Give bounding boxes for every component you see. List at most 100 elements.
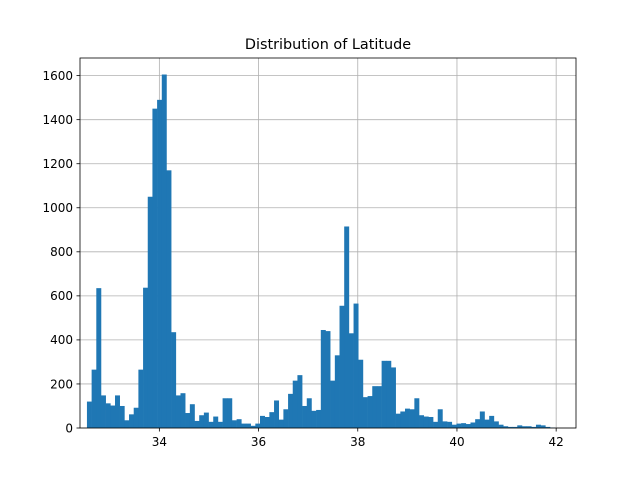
histogram-bar (456, 423, 462, 428)
chart-title: Distribution of Latitude (245, 37, 411, 53)
histogram-bar (311, 410, 317, 428)
histogram-bar (236, 419, 242, 428)
histogram-bar (409, 409, 415, 428)
y-tick-label: 200 (50, 377, 73, 391)
histogram-bar (428, 416, 434, 428)
histogram-bar (110, 405, 116, 428)
histogram-bar (288, 393, 294, 428)
axis-ticks: 34 36 38 40 42 0 200 400 600 800 1000 1200 1400 1600 (42, 69, 563, 449)
histogram-bar (124, 420, 130, 428)
y-tick-label: 400 (50, 333, 73, 347)
x-tick-label: 34 (152, 435, 167, 449)
histogram-bar (255, 423, 261, 428)
histogram-bar (451, 424, 457, 428)
y-tick-label: 0 (65, 421, 73, 435)
histogram-bar (437, 409, 443, 428)
histogram-bar (507, 426, 513, 428)
histogram-bar (531, 426, 537, 428)
histogram-bar (479, 411, 485, 428)
histogram-bar (390, 367, 396, 428)
histogram-bar (129, 414, 135, 428)
histogram-bar (213, 416, 219, 428)
histogram-bar (540, 425, 546, 428)
histogram-bar (372, 386, 378, 428)
y-tick-label: 1400 (42, 113, 73, 127)
histogram-bar (461, 423, 467, 428)
histogram-bar (517, 425, 523, 428)
histogram-bar (241, 423, 247, 428)
histogram-bar (199, 415, 205, 428)
histogram-bar (264, 416, 270, 428)
histogram-bar (292, 380, 298, 428)
x-tick-label: 42 (549, 435, 564, 449)
histogram-bar (381, 360, 387, 428)
histogram-bar (414, 398, 420, 428)
histogram-bar (222, 398, 228, 428)
y-tick-label: 1600 (42, 69, 73, 83)
histogram-bar (325, 331, 331, 428)
histogram-bar (105, 403, 111, 428)
histogram-bar (217, 421, 223, 428)
axes-frame (79, 57, 577, 429)
histogram-bar (231, 420, 237, 428)
histogram-bar (278, 419, 284, 428)
histogram-bar (489, 415, 495, 428)
histogram-bar (180, 393, 186, 428)
histogram-bar (203, 412, 209, 428)
histogram-bar (395, 413, 401, 428)
histogram-bar (208, 421, 214, 428)
histogram-bar (250, 425, 256, 428)
histogram-bar (119, 405, 125, 428)
histogram-bar (260, 415, 265, 428)
histogram-bar (512, 426, 518, 428)
histogram-bar (521, 426, 527, 428)
histogram-bar (334, 355, 340, 428)
histogram-bar (376, 386, 382, 428)
histogram-bar (133, 407, 139, 428)
histogram-bar (138, 369, 144, 428)
histogram-bar (175, 395, 181, 428)
histogram-bar (245, 423, 251, 428)
histogram-bar (493, 421, 499, 428)
histogram-bar (274, 400, 280, 428)
histogram-bar (362, 397, 368, 428)
histogram-bar (400, 411, 406, 428)
histogram-bar (152, 108, 158, 429)
histogram-bar (433, 421, 439, 428)
histogram-bar (423, 416, 429, 428)
histogram-bar (484, 419, 490, 428)
histogram-bar (194, 420, 200, 428)
histogram-bar (470, 422, 476, 428)
histogram-bar (306, 398, 312, 428)
histogram-bar (96, 288, 102, 428)
histogram-bar (503, 426, 509, 428)
y-tick-label: 600 (50, 289, 73, 303)
histogram-bar (143, 287, 149, 428)
histogram-bar (442, 421, 448, 428)
histogram-bar (475, 419, 481, 428)
histogram-bar (161, 74, 167, 429)
histogram-bar (419, 415, 425, 428)
histogram-bar (526, 426, 532, 428)
histogram-bar (344, 226, 350, 428)
histogram-bar (302, 405, 308, 428)
y-tick-label: 800 (50, 245, 73, 259)
histogram-bar (358, 359, 364, 428)
histogram-bar (86, 401, 92, 428)
histogram-bar (339, 305, 345, 428)
histogram-bar (367, 396, 373, 428)
x-tick-label: 40 (449, 435, 464, 449)
histogram-bar (157, 99, 163, 428)
histogram-bar (91, 369, 97, 428)
histogram-bar (330, 380, 336, 428)
histogram-bar (297, 375, 303, 428)
histogram-bar (269, 412, 275, 428)
y-tick-label: 1200 (42, 157, 73, 171)
histogram-bar (535, 424, 541, 428)
histogram-bar (465, 424, 471, 428)
histogram-bar (147, 196, 153, 428)
histogram-bar (386, 360, 392, 428)
histogram-bar (353, 303, 359, 428)
